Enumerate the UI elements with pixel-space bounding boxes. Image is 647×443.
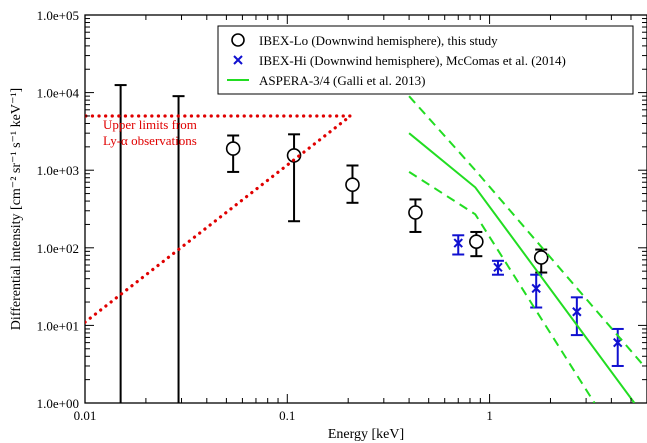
x-tick-label: 0.01 [74, 408, 97, 423]
data-point-circle [533, 250, 549, 265]
data-point-circle [408, 205, 423, 220]
y-tick-label: 1.0e+04 [37, 86, 80, 101]
data-point-circle [345, 177, 360, 193]
legend-label: IBEX-Hi (Downwind hemisphere), McComas e… [259, 53, 566, 68]
data-point-x [453, 238, 463, 248]
y-tick-label: 1.0e+00 [37, 396, 79, 411]
x-tick-label: 1 [486, 408, 493, 423]
data-point-circle [225, 141, 241, 156]
plot-area [85, 84, 645, 403]
legend-symbol-circle [231, 33, 245, 47]
series-line-aspera-3-4-galli-et-al-2013 [408, 132, 636, 403]
y-tick-label: 1.0e+02 [37, 241, 79, 256]
series-line-aspera-3-4-lower-bound [408, 171, 596, 403]
data-point-x [572, 307, 582, 317]
x-tick-label: 0.1 [279, 408, 295, 423]
annotation-line-1: Upper limits from [103, 117, 197, 132]
series-line-ly-upper-limits [85, 114, 356, 324]
data-point-x [531, 283, 541, 294]
y-tick-label: 1.0e+01 [37, 318, 79, 333]
x-axis-label: Energy [keV] [328, 427, 404, 442]
y-tick-label: 1.0e+05 [37, 8, 79, 23]
y-tick-label: 1.0e+03 [37, 163, 79, 178]
data-point-circle [286, 148, 302, 163]
series-line-aspera-3-4-upper-bound [408, 95, 645, 367]
lyman-alpha-annotation: Upper limits from Ly-α observations [103, 117, 197, 148]
series-layer [85, 84, 645, 403]
legend-symbol-x [233, 55, 243, 65]
legend-label: IBEX-Lo (Downwind hemisphere), this stud… [259, 33, 498, 48]
legend-label: ASPERA-3/4 (Galli et al. 2013) [259, 73, 425, 88]
axes-layer: 1.0e+00 1.0e+01 1.0e+02 1.0e+03 1.0e+04 1.0e+… [37, 8, 647, 423]
y-axis-label: Differential intensity [cm⁻² sr⁻¹ s⁻¹ ke… [9, 88, 24, 330]
legend-box [217, 25, 634, 95]
annotation-line-2: Ly-α observations [103, 133, 197, 148]
data-point-circle [469, 234, 484, 249]
data-point-x [493, 262, 503, 273]
legend: IBEX-Lo (Downwind hemisphere), this stud… [217, 25, 634, 95]
plot-frame [84, 14, 647, 404]
